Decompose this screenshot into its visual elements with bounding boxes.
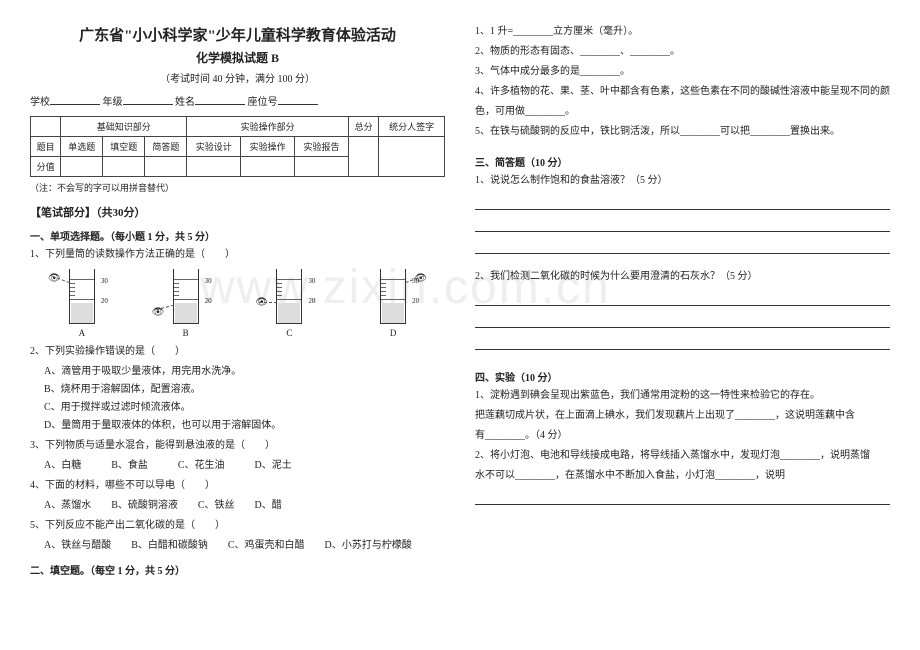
s3-header: 三、简答题（10 分） xyxy=(475,154,890,169)
sa-q1: 1、说说怎么制作饱和的食盐溶液？（5 分） xyxy=(475,173,890,189)
right-column: 1、1 升=________立方厘米（毫升）。 2、物质的形态有固态、_____… xyxy=(475,20,890,581)
cell: 实验报告 xyxy=(295,137,349,157)
fill-5: 5、在铁与硫酸铜的反应中，铁比铜活泼，所以________可以把________… xyxy=(475,124,890,140)
cell xyxy=(295,157,349,177)
label-grade: 年级 xyxy=(103,97,123,108)
exp-1b: 把莲藕切成片状，在上面滴上碘水，我们发现藕片上出现了________，这说明莲藕… xyxy=(475,408,890,424)
cell: 实验操作 xyxy=(241,137,295,157)
cyl-d: 30 20 👁 D xyxy=(380,269,406,338)
cell xyxy=(187,157,241,177)
cell: 简答题 xyxy=(145,137,187,157)
exp-1a: 1、淀粉遇到碘会呈现出紫蓝色，我们通常用淀粉的这一特性来检验它的存在。 xyxy=(475,388,890,404)
question-3: 3、下列物质与适量水混合，能得到悬浊液的是（ ） xyxy=(30,438,445,454)
tick-label: 20 xyxy=(205,297,212,305)
title-sub: 化学模拟试题 B xyxy=(30,49,445,66)
label-seat: 座位号 xyxy=(248,97,278,108)
cylinder-icon: 30 20 👁 xyxy=(173,269,199,324)
cylinder-icon: 30 20 👁 xyxy=(276,269,302,324)
cyl-b: 30 20 👁 B xyxy=(173,269,199,338)
cyl-label: D xyxy=(390,328,397,338)
exp-2a: 2、将小灯泡、电池和导线接成电路，将导线插入蒸馏水中，发现灯泡________，… xyxy=(475,448,890,464)
question-1: 1、下列量筒的读数操作方法正确的是（ ） xyxy=(30,247,445,263)
answer-line xyxy=(475,195,890,210)
s2-header: 二、填空题。（每空 1 分，共 5 分） xyxy=(30,562,445,577)
cyl-a: 30 20 👁 A xyxy=(69,269,95,338)
table-row: 题目 单选题 填空题 简答题 实验设计 实验操作 实验报告 xyxy=(31,137,445,157)
blank-school xyxy=(50,94,100,105)
cell: 实验设计 xyxy=(187,137,241,157)
answer-line xyxy=(475,239,890,254)
cylinder-icon: 30 20 👁 xyxy=(380,269,406,324)
exp-1c: 有________。（4 分） xyxy=(475,428,890,444)
title-main: 广东省"小小科学家"少年儿童科学教育体验活动 xyxy=(30,24,445,45)
fill-4a: 4、许多植物的花、果、茎、叶中都含有色素，这些色素在不同的酸碱性溶液中能呈现不同… xyxy=(475,84,890,100)
fill-3: 3、气体中成分最多的是________。 xyxy=(475,64,890,80)
cell: 总分 xyxy=(349,117,379,137)
q2-opt-c: C、用于搅拌或过滤时倾流液体。 xyxy=(44,400,445,416)
tick-label: 20 xyxy=(412,297,419,305)
fill-4b: 色，可用做________。 xyxy=(475,104,890,120)
tick-label: 30 xyxy=(308,277,315,285)
cell xyxy=(379,137,445,177)
s4-header: 四、实验（10 分） xyxy=(475,369,890,384)
tick-label: 30 xyxy=(205,277,212,285)
label-school: 学校 xyxy=(30,97,50,108)
answer-line xyxy=(475,291,890,306)
answer-line xyxy=(475,490,890,505)
cylinder-icon: 30 20 👁 xyxy=(69,269,95,324)
cell xyxy=(103,157,145,177)
cell xyxy=(349,137,379,177)
question-4: 4、下面的材料，哪些不可以导电（ ） xyxy=(30,478,445,494)
answer-line xyxy=(475,217,890,232)
q2-opt-d: D、量筒用于量取液体的体积，也可以用于溶解固体。 xyxy=(44,418,445,434)
s1-header: 一、单项选择题。（每小题 1 分，共 5 分） xyxy=(30,228,445,243)
title-note: （考试时间 40 分钟，满分 100 分） xyxy=(30,70,445,85)
blank-grade xyxy=(123,94,173,105)
sa-q2: 2、我们检测二氧化碳的时候为什么要用澄清的石灰水？（5 分） xyxy=(475,269,890,285)
cell: 题目 xyxy=(31,137,61,157)
cyl-c: 30 20 👁 C xyxy=(276,269,302,338)
q2-opt-b: B、烧杯用于溶解固体，配置溶液。 xyxy=(44,382,445,398)
cell: 基础知识部分 xyxy=(61,117,187,137)
tick-label: 30 xyxy=(101,277,108,285)
section-written-header: 【笔试部分】（共30分） xyxy=(30,204,445,220)
table-row: 基础知识部分 实验操作部分 总分 统分人签字 xyxy=(31,117,445,137)
question-2: 2、下列实验操作错误的是（ ） xyxy=(30,344,445,360)
page-columns: 广东省"小小科学家"少年儿童科学教育体验活动 化学模拟试题 B （考试时间 40… xyxy=(30,20,890,581)
cyl-label: A xyxy=(79,328,86,338)
cell: 单选题 xyxy=(61,137,103,157)
cell xyxy=(145,157,187,177)
cell xyxy=(31,117,61,137)
fill-1: 1、1 升=________立方厘米（毫升）。 xyxy=(475,24,890,40)
cell: 分值 xyxy=(31,157,61,177)
fill-2: 2、物质的形态有固态、________、________。 xyxy=(475,44,890,60)
q5-opts: A、铁丝与醋酸 B、白醋和碳酸钠 C、鸡蛋壳和白醋 D、小苏打与柠檬酸 xyxy=(44,538,445,554)
question-5: 5、下列反应不能产出二氧化碳的是（ ） xyxy=(30,518,445,534)
cyl-label: B xyxy=(183,328,189,338)
answer-line xyxy=(475,335,890,350)
student-info-line: 学校 年级 姓名 座位号 xyxy=(30,93,445,108)
q2-opt-a: A、滴管用于吸取少量液体，用完用水洗净。 xyxy=(44,364,445,380)
label-name: 姓名 xyxy=(175,97,195,108)
cell xyxy=(61,157,103,177)
blank-seat xyxy=(278,94,318,105)
exp-2b: 水不可以________，在蒸馏水中不断加入食盐，小灯泡________，说明 xyxy=(475,468,890,484)
tick-label: 20 xyxy=(308,297,315,305)
tick-label: 20 xyxy=(101,297,108,305)
q3-opts: A、白糖 B、食盐 C、花生油 D、泥土 xyxy=(44,458,445,474)
cyl-label: C xyxy=(286,328,292,338)
cell: 填空题 xyxy=(103,137,145,157)
cell: 统分人签字 xyxy=(379,117,445,137)
left-column: 广东省"小小科学家"少年儿童科学教育体验活动 化学模拟试题 B （考试时间 40… xyxy=(30,20,445,581)
cell xyxy=(241,157,295,177)
cylinder-diagrams: 30 20 👁 A 30 20 xyxy=(30,269,445,338)
q4-opts: A、蒸馏水 B、硫酸铜溶液 C、铁丝 D、醋 xyxy=(44,498,445,514)
blank-name xyxy=(195,94,245,105)
answer-line xyxy=(475,313,890,328)
score-table: 基础知识部分 实验操作部分 总分 统分人签字 题目 单选题 填空题 简答题 实验… xyxy=(30,116,445,177)
cell: 实验操作部分 xyxy=(187,117,349,137)
pinyin-note: （注：不会写的字可以用拼音替代） xyxy=(30,181,445,194)
